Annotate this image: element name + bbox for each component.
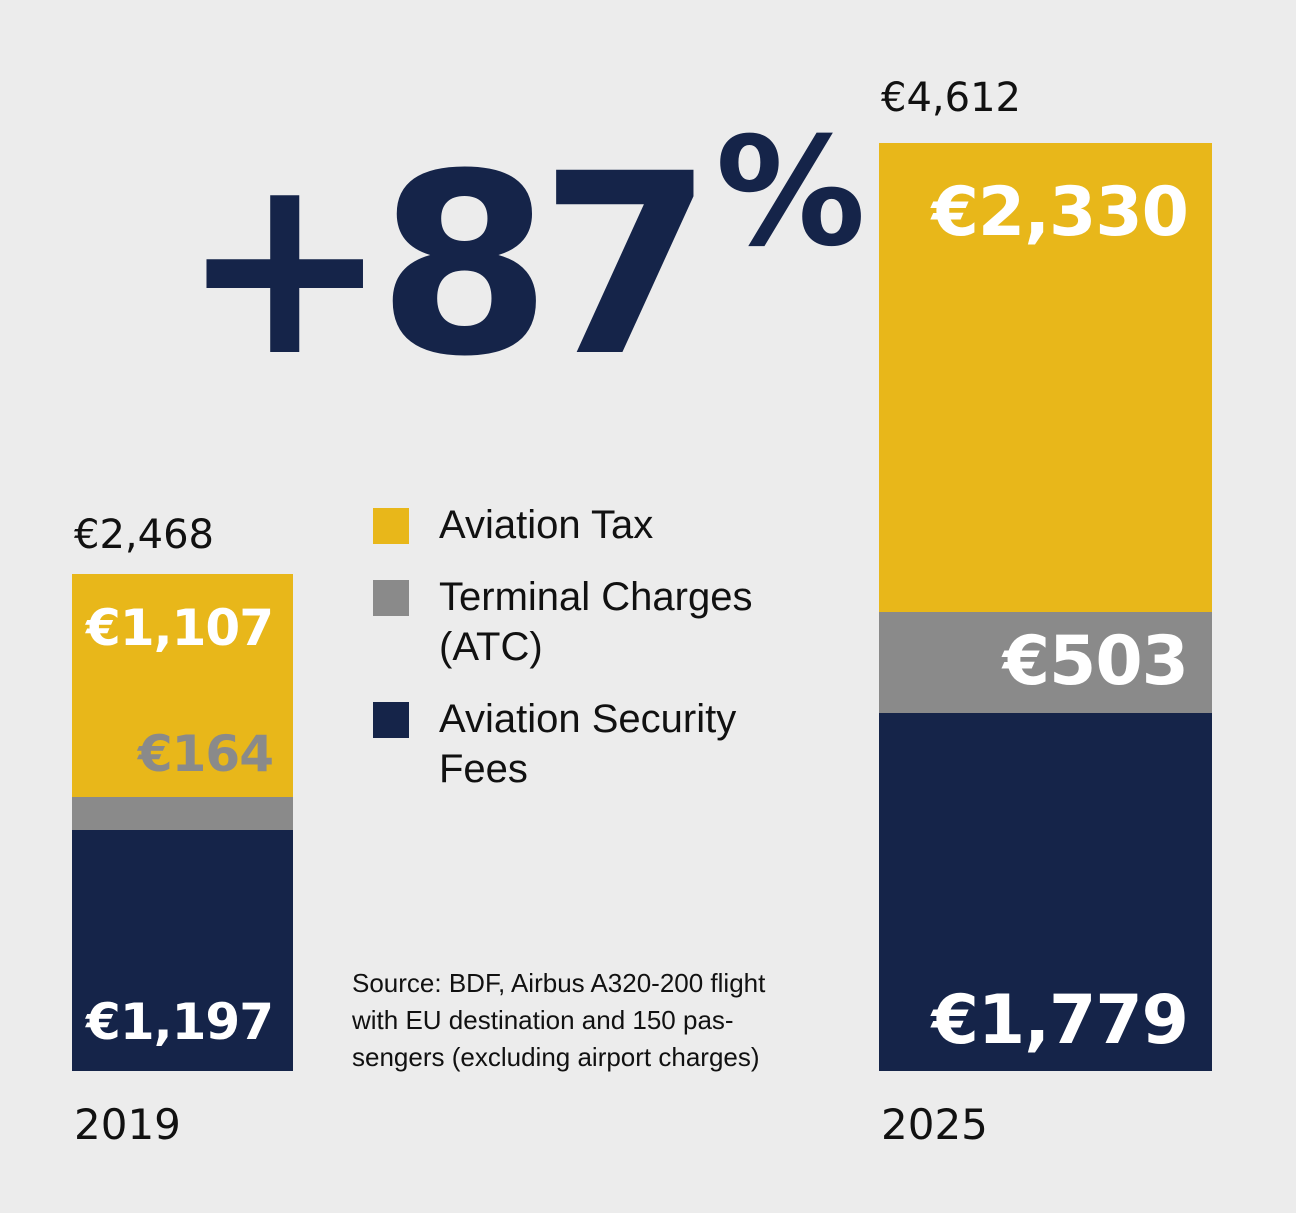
legend-label-line: Fees [439, 747, 528, 791]
headline-percent: % [715, 106, 866, 280]
bar-segment-security-fees-2019 [72, 830, 293, 1071]
data-label-terminal-charges-2025: €503 [1002, 622, 1189, 701]
bar-segment-terminal-charges-2019 [72, 797, 293, 830]
data-label-security-fees-2019: €1,197 [86, 993, 274, 1051]
x-tick-label-2019: 2019 [74, 1100, 181, 1149]
legend-swatch-security-fees [373, 702, 409, 738]
bar-total-label-2025: €4,612 [881, 75, 1021, 121]
bar-segment-aviation-tax-2025 [879, 143, 1212, 612]
legend-swatch-terminal-charges [373, 580, 409, 616]
legend: Aviation Tax Terminal Charges (ATC) Avia… [373, 500, 833, 816]
legend-label-line: Terminal Charges [439, 575, 753, 619]
data-label-terminal-charges-2019: €164 [137, 725, 274, 783]
source-line: Source: BDF, Airbus A320-200 flight [352, 968, 766, 998]
legend-item-terminal-charges: Terminal Charges (ATC) [373, 572, 833, 672]
legend-item-security-fees: Aviation Security Fees [373, 694, 833, 794]
legend-label-line: Aviation Tax [439, 503, 654, 547]
headline-number: +87 [180, 120, 713, 411]
legend-item-aviation-tax: Aviation Tax [373, 500, 833, 550]
source-line: with EU destination and 150 pas- [352, 1005, 734, 1035]
data-label-aviation-tax-2025: €2,330 [931, 173, 1189, 252]
bar-segment-terminal-charges-2025 [879, 612, 1212, 713]
bar-segment-security-fees-2025 [879, 713, 1212, 1071]
data-label-security-fees-2025: €1,779 [931, 981, 1189, 1060]
headline-change: +87% [180, 106, 866, 411]
bar-total-label-2019: €2,468 [74, 512, 214, 558]
bar-segment-aviation-tax-2019 [72, 574, 293, 797]
legend-label-line: (ATC) [439, 625, 543, 669]
legend-label-line: Aviation Security [439, 697, 737, 741]
data-label-aviation-tax-2019: €1,107 [86, 599, 274, 657]
legend-swatch-aviation-tax [373, 508, 409, 544]
source-note: Source: BDF, Airbus A320-200 flight with… [352, 965, 852, 1076]
source-line: sengers (excluding airport charges) [352, 1042, 760, 1072]
x-tick-label-2025: 2025 [881, 1100, 988, 1149]
